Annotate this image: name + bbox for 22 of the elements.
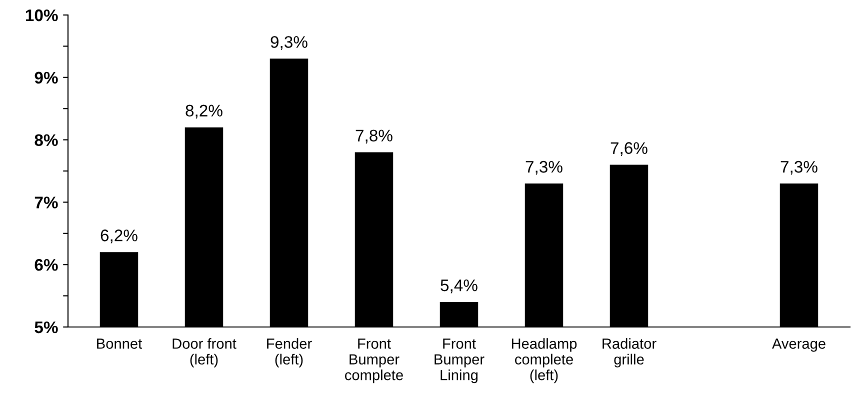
- y-tick-label: 5%: [34, 321, 58, 334]
- data-label: 7,6%: [610, 142, 648, 156]
- data-label: 9,3%: [270, 36, 308, 50]
- x-tick-label: Average: [772, 338, 826, 352]
- x-tick-label: Radiator grille: [602, 338, 656, 368]
- x-tick-label: Front Bumper Lining: [434, 338, 484, 384]
- x-tick-label: Fender (left): [267, 338, 312, 368]
- data-label: 7,8%: [356, 130, 392, 144]
- x-tick-label: Front Bumper complete: [345, 338, 403, 384]
- y-tick-label: 10%: [26, 9, 58, 22]
- data-label: 6,2%: [100, 230, 138, 244]
- data-label: 8,2%: [186, 104, 222, 119]
- x-tick-label: Headlamp complete (left): [512, 338, 577, 384]
- y-tick-label: 9%: [34, 72, 58, 84]
- y-tick-label: 8%: [34, 134, 58, 146]
- y-tick-label: 6%: [34, 259, 58, 271]
- data-label: 5,4%: [440, 280, 478, 294]
- data-label: 7,3%: [526, 160, 562, 175]
- x-tick-label: Bonnet: [97, 338, 142, 349]
- x-tick-label: Door front (left): [172, 338, 236, 368]
- y-tick-label: 7%: [34, 196, 58, 208]
- data-label: 7,3%: [780, 160, 818, 175]
